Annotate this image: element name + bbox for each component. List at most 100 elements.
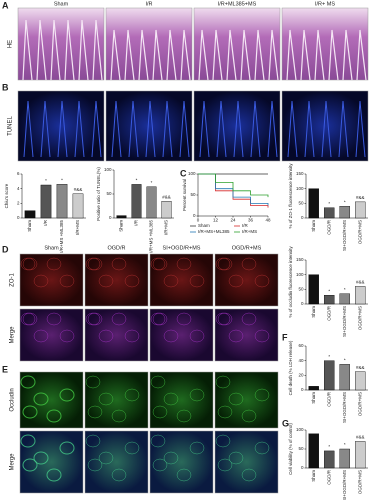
- x-tick-label: 12: [213, 218, 219, 223]
- cell: [163, 451, 179, 465]
- column-header: OGD/R+MS: [232, 245, 262, 251]
- villus: [145, 100, 156, 158]
- cell: [228, 392, 244, 406]
- cell: [163, 274, 179, 288]
- cell: [189, 388, 205, 402]
- y-tick-label: 40: [298, 358, 304, 363]
- cell: [124, 441, 140, 455]
- y-tick-label: 20: [298, 373, 304, 378]
- cell: [111, 312, 127, 326]
- x-tick-label: 48: [265, 218, 271, 223]
- villus: [152, 29, 163, 81]
- cell: [22, 458, 38, 472]
- y-tick-label: 100: [104, 167, 112, 172]
- villus: [78, 19, 89, 81]
- micrograph: [19, 430, 84, 494]
- legend-label: Sham: [198, 223, 210, 228]
- micrograph: [19, 253, 84, 307]
- villus: [212, 29, 223, 81]
- x-tick-label: OGD/R: [326, 391, 331, 407]
- cell: [228, 451, 244, 465]
- cell: [241, 257, 257, 271]
- cell: [176, 312, 192, 326]
- villus: [162, 100, 173, 158]
- bar: [355, 371, 366, 391]
- cell: [189, 441, 205, 455]
- micrograph: [149, 308, 214, 362]
- bar: [131, 184, 142, 219]
- cell: [59, 441, 75, 455]
- villus: [199, 100, 210, 158]
- villus: [50, 19, 61, 81]
- y-tick-label: 50: [190, 192, 196, 197]
- row-label: ZO-1: [10, 273, 16, 287]
- villus: [110, 29, 121, 81]
- cell: [111, 409, 127, 423]
- x-tick-label: Sham: [311, 470, 316, 482]
- x-tick-label: SI+OGD/R+MS: [342, 220, 347, 251]
- villus: [64, 19, 75, 81]
- significance: *: [344, 287, 346, 292]
- cell: [46, 257, 62, 271]
- x-tick-label: Sham: [27, 220, 32, 232]
- panel-label: D: [2, 244, 9, 254]
- cell: [98, 392, 114, 406]
- micrograph: [84, 430, 149, 494]
- y-tick-label: 50: [298, 287, 304, 292]
- cell: [111, 257, 127, 271]
- panel-label: B: [2, 82, 9, 92]
- column-header: I/R+ MS: [315, 1, 335, 7]
- y-tick-label: 100: [296, 186, 304, 191]
- bar: [72, 193, 84, 219]
- villus: [314, 29, 325, 81]
- significance: *: [45, 178, 47, 183]
- significance: *: [344, 199, 346, 204]
- villus: [338, 100, 349, 158]
- cell: [124, 329, 140, 343]
- x-tick-label: OGD/R+MS: [357, 392, 362, 416]
- villus: [226, 29, 237, 81]
- significance: *: [328, 201, 330, 206]
- y-axis-label: % of occludin fluorescence intensity: [288, 246, 293, 318]
- panel-label: F: [282, 332, 288, 342]
- bar: [355, 286, 366, 305]
- villus: [180, 29, 191, 81]
- y-tick-label: 50: [298, 446, 304, 451]
- legend-label: I/R+MS: [242, 229, 257, 234]
- bar: [355, 201, 366, 219]
- y-tick-label: 150: [296, 171, 304, 176]
- villus: [328, 29, 339, 81]
- cell: [33, 274, 49, 288]
- micrograph: [214, 308, 279, 362]
- bar: [116, 215, 127, 219]
- x-tick-label: Sham: [119, 220, 124, 232]
- significance: *: [344, 442, 346, 447]
- significance: #&&: [356, 365, 365, 370]
- micrograph: [105, 90, 193, 162]
- villus: [254, 29, 265, 81]
- cell: [215, 375, 231, 389]
- cell: [59, 274, 75, 288]
- villus: [250, 100, 261, 158]
- y-tick-label: 0: [17, 215, 20, 220]
- significance: *: [344, 358, 346, 363]
- cell: [33, 392, 49, 406]
- cell: [22, 312, 38, 326]
- row-label: HE: [8, 40, 14, 48]
- column-header: I/R: [145, 1, 152, 7]
- cell: [87, 458, 103, 472]
- row-label: Merge: [10, 326, 16, 344]
- x-tick-label: SI+OGD/R+MS: [342, 470, 347, 500]
- bar: [308, 188, 319, 219]
- micrograph: [17, 7, 105, 81]
- cell: [124, 388, 140, 402]
- villus: [179, 100, 190, 158]
- bar: [308, 386, 319, 391]
- bar: [324, 450, 335, 469]
- villus: [22, 19, 33, 81]
- cell: [152, 458, 168, 472]
- villus: [321, 100, 332, 158]
- villus: [233, 100, 244, 158]
- cell: [217, 257, 233, 271]
- micrograph: [19, 308, 84, 362]
